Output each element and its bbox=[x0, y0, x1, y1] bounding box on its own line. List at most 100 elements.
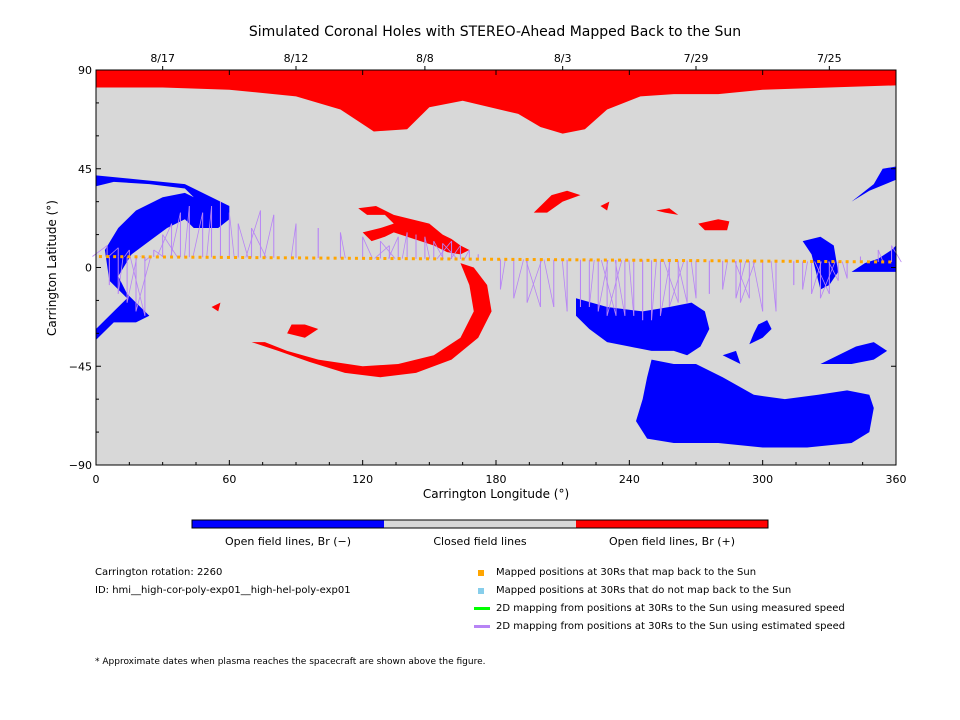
legend-marker-swatch bbox=[478, 569, 484, 576]
mapping-line-fan bbox=[124, 249, 130, 257]
mapped-position-point bbox=[333, 256, 337, 260]
mapped-position-point bbox=[177, 255, 181, 259]
date-label: 8/8 bbox=[416, 52, 434, 65]
open-positive-ring-south bbox=[251, 263, 492, 378]
mapped-position-point bbox=[682, 259, 686, 263]
mapped-position-point bbox=[703, 259, 707, 263]
mapping-line-fan bbox=[525, 259, 541, 308]
mapping-line-fan bbox=[126, 256, 138, 303]
mapped-position-point bbox=[724, 259, 728, 263]
mapped-position-point bbox=[170, 255, 174, 259]
mapped-position-point bbox=[859, 260, 863, 264]
mapping-line-fan bbox=[424, 236, 431, 259]
mapping-line-fan bbox=[513, 259, 524, 299]
mapping-line-fan bbox=[156, 223, 172, 258]
mapping-line-fan bbox=[802, 261, 808, 290]
date-label: 8/12 bbox=[284, 52, 309, 65]
mapping-line-fan bbox=[129, 256, 146, 316]
legend-label: Mapped positions at 30Rs that map back t… bbox=[496, 567, 757, 578]
mapping-line-fan bbox=[464, 249, 470, 260]
open-positive-mid-north-arc bbox=[358, 206, 470, 255]
mapping-line-fan bbox=[170, 212, 181, 258]
mapping-line-fan bbox=[597, 259, 609, 312]
open-positive-north-polar-cap bbox=[96, 70, 896, 134]
mapped-position-point bbox=[738, 259, 742, 263]
mapping-line-fan bbox=[433, 240, 444, 260]
mapped-position-point bbox=[874, 260, 878, 264]
mapped-position-point bbox=[646, 258, 650, 262]
legend-item: Mapped positions at 30Rs that do not map… bbox=[478, 585, 791, 596]
mapped-position-point bbox=[148, 255, 152, 259]
mapped-position-point bbox=[603, 258, 607, 262]
legend-item: Mapped positions at 30Rs that map back t… bbox=[478, 567, 756, 578]
mapped-position-point bbox=[667, 258, 671, 262]
mapping-line-fan bbox=[362, 236, 373, 259]
mapped-position-point bbox=[440, 257, 444, 261]
y-tick-label: −90 bbox=[69, 459, 92, 472]
mapped-position-point bbox=[554, 258, 558, 262]
mapping-line-fan bbox=[606, 260, 623, 316]
carrington-rotation: Carrington rotation: 2260 bbox=[95, 567, 223, 578]
mapped-position-point bbox=[660, 258, 664, 262]
mapping-line-fan bbox=[526, 259, 543, 303]
mapping-line-fan bbox=[651, 260, 657, 321]
mapping-line-fan bbox=[561, 259, 568, 312]
legend-label: 2D mapping from positions at 30Rs to the… bbox=[496, 621, 846, 632]
mapped-position-point bbox=[454, 257, 458, 261]
mapping-line-fan bbox=[735, 260, 747, 299]
mapping-line-fan bbox=[690, 260, 697, 299]
colorbar-label: Closed field lines bbox=[433, 535, 527, 548]
mapped-position-point bbox=[767, 259, 771, 263]
open-negative-south-small bbox=[722, 350, 741, 365]
map-plot-area bbox=[92, 70, 902, 465]
mapped-position-point bbox=[831, 260, 835, 264]
x-tick-label: 60 bbox=[222, 473, 236, 486]
mapped-position-point bbox=[689, 259, 693, 263]
mapped-position-point bbox=[710, 259, 714, 263]
legend-line-swatch bbox=[474, 607, 490, 610]
mapping-line-fan bbox=[811, 261, 822, 294]
mapping-line-fan bbox=[450, 245, 461, 260]
mapping-line-fan bbox=[117, 256, 124, 294]
mapping-line-fan bbox=[108, 247, 119, 257]
open-positive-small-mid bbox=[287, 324, 319, 338]
x-tick-label: 360 bbox=[886, 473, 907, 486]
chart-title: Simulated Coronal Holes with STEREO-Ahea… bbox=[249, 24, 741, 40]
mapping-line-fan bbox=[237, 223, 249, 258]
date-label: 8/3 bbox=[554, 52, 572, 65]
mapping-line-fan bbox=[500, 259, 506, 290]
y-tick-label: −45 bbox=[69, 360, 92, 373]
open-positive-small-northeast bbox=[533, 190, 581, 213]
footnote: * Approximate dates when plasma reaches … bbox=[95, 657, 486, 667]
mapped-position-point bbox=[241, 256, 245, 260]
mapped-position-point bbox=[539, 258, 543, 262]
mapped-position-point bbox=[219, 255, 223, 259]
mapped-position-point bbox=[113, 255, 117, 259]
mapped-position-point bbox=[532, 258, 536, 262]
mapped-position-point bbox=[340, 256, 344, 260]
mapped-position-point bbox=[248, 256, 252, 260]
date-label: 8/17 bbox=[150, 52, 175, 65]
mapping-line-fan bbox=[388, 236, 399, 259]
open-negative-south-elongated bbox=[636, 359, 874, 448]
x-tick-label: 300 bbox=[752, 473, 773, 486]
mapped-position-point bbox=[760, 259, 764, 263]
mapped-position-point bbox=[120, 255, 124, 259]
mapped-position-point bbox=[141, 255, 145, 259]
open-positive-tiny-patch-c bbox=[698, 219, 730, 231]
mapping-line-fan bbox=[740, 260, 756, 303]
mapped-position-point bbox=[866, 260, 870, 264]
mapping-line-fan bbox=[245, 210, 261, 258]
colorbar-segment bbox=[192, 520, 384, 528]
date-label: 7/25 bbox=[817, 52, 842, 65]
mapped-position-point bbox=[596, 258, 600, 262]
open-negative-south-right bbox=[820, 342, 888, 365]
mapping-line-fan bbox=[436, 240, 452, 260]
mapping-line-fan bbox=[722, 260, 728, 290]
mapped-position-point bbox=[326, 256, 330, 260]
open-positive-tiny-patch-a bbox=[600, 201, 610, 211]
y-axis-label: Carrington Latitude (°) bbox=[45, 200, 59, 336]
legend-marker-swatch bbox=[478, 587, 484, 594]
mapping-line-fan bbox=[192, 212, 204, 258]
mapped-position-point bbox=[575, 258, 579, 262]
